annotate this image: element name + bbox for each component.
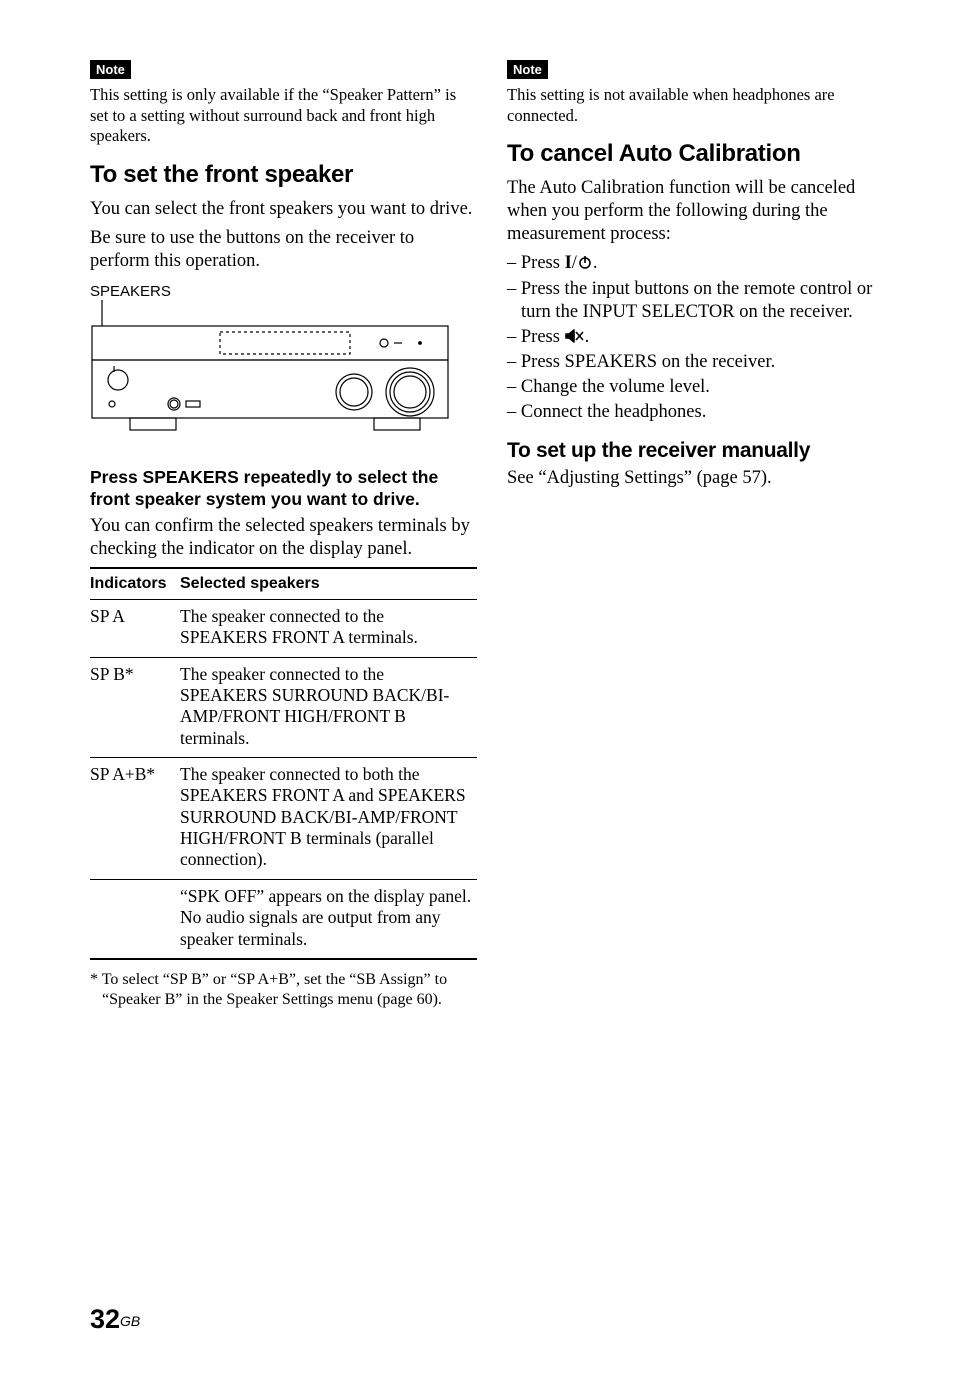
list-item: – Press the input buttons on the remote … [507, 278, 894, 324]
page-region: GB [120, 1313, 140, 1329]
list-item: – Connect the headphones. [507, 401, 894, 424]
heading-cancel-auto-cal: To cancel Auto Calibration [507, 140, 894, 169]
note-badge: Note [90, 60, 131, 79]
left-column: Note This setting is only available if t… [90, 60, 477, 1010]
speakers-callout-label: SPEAKERS [90, 283, 477, 300]
list-text-post: . [585, 327, 590, 347]
intro-text-1: You can select the front speakers you wa… [90, 198, 477, 221]
footnote: * To select “SP B” or “SP A+B”, set the … [90, 970, 477, 1010]
cell-indicator [90, 879, 180, 959]
note-text: This setting is not available when headp… [507, 85, 894, 126]
note-badge: Note [507, 60, 548, 79]
speakers-table: Indicators Selected speakers SP A The sp… [90, 567, 477, 960]
see-reference: See “Adjusting Settings” (page 57). [507, 467, 894, 490]
heading-setup-manually: To set up the receiver manually [507, 438, 894, 463]
intro-text-2: Be sure to use the buttons on the receiv… [90, 227, 477, 273]
th-selected: Selected speakers [180, 568, 477, 600]
press-speakers-instruction: Press SPEAKERS repeatedly to select the … [90, 467, 477, 511]
cancel-intro: The Auto Calibration function will be ca… [507, 177, 894, 246]
cell-indicator: SP A [90, 600, 180, 658]
cell-selected: “SPK OFF” appears on the display panel. … [180, 879, 477, 959]
table-row: SP B* The speaker connected to the SPEAK… [90, 657, 477, 757]
list-text-pre: – Press [507, 327, 565, 347]
power-icon: I [565, 253, 572, 273]
page-number: 32GB [90, 1304, 140, 1335]
receiver-diagram [90, 300, 450, 440]
cell-selected: The speaker connected to the SPEAKERS FR… [180, 600, 477, 658]
table-row: SP A+B* The speaker connected to both th… [90, 758, 477, 880]
right-column: Note This setting is not available when … [507, 60, 894, 1010]
cell-selected: The speaker connected to the SPEAKERS SU… [180, 657, 477, 757]
list-item: – Press I/. [507, 252, 894, 275]
confirm-text: You can confirm the selected speakers te… [90, 515, 477, 561]
list-item: – Press SPEAKERS on the receiver. [507, 351, 894, 374]
standby-icon [577, 254, 593, 270]
heading-set-front-speaker: To set the front speaker [90, 161, 477, 190]
list-item: – Change the volume level. [507, 376, 894, 399]
cancel-actions-list: – Press I/. – Press the input buttons on… [507, 252, 894, 424]
cell-indicator: SP A+B* [90, 758, 180, 880]
note-text: This setting is only available if the “S… [90, 85, 477, 147]
list-text-post: . [593, 253, 598, 273]
cell-indicator: SP B* [90, 657, 180, 757]
cell-selected: The speaker connected to both the SPEAKE… [180, 758, 477, 880]
table-row: SP A The speaker connected to the SPEAKE… [90, 600, 477, 658]
table-row: “SPK OFF” appears on the display panel. … [90, 879, 477, 959]
mute-icon [565, 328, 585, 344]
page-number-value: 32 [90, 1304, 120, 1334]
list-text-pre: – Press [507, 253, 565, 273]
th-indicators: Indicators [90, 568, 180, 600]
list-item: – Press . [507, 326, 894, 349]
